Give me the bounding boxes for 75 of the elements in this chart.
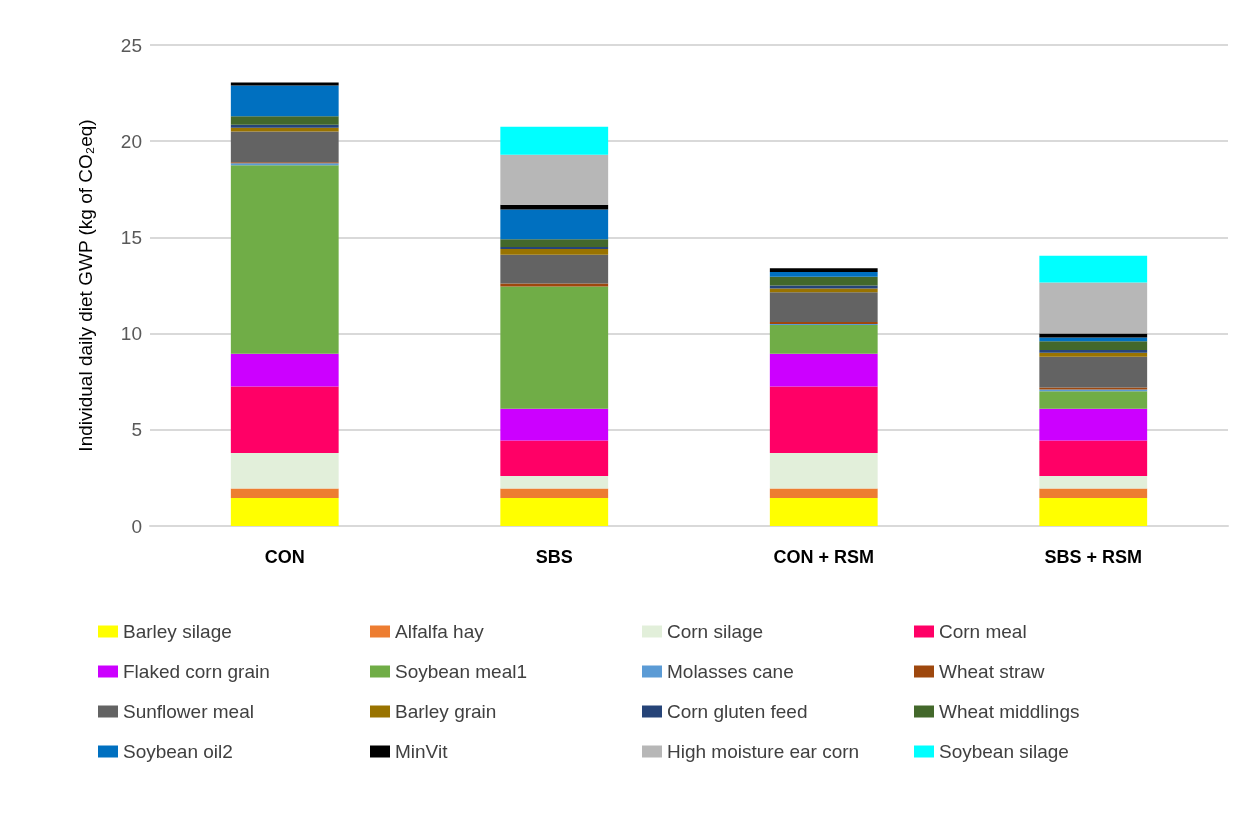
y-tick-label: 20 [120,130,142,152]
legend-label: Wheat straw [939,661,1045,682]
bar [1039,408,1148,441]
bar [500,154,609,205]
bar [1039,255,1148,283]
bar [1039,475,1148,489]
bar [1039,337,1148,342]
bar [500,286,609,409]
bar [230,127,339,132]
legend-label: Barley silage [123,621,232,642]
x-tick-label: CON [264,547,305,567]
legend-label: High moisture ear corn [667,741,860,762]
legend-label: MinVit [395,741,449,762]
bar [500,440,609,476]
y-tick-label: 5 [131,419,142,441]
legend-label: Flaked corn grain [123,661,270,682]
legend-label: Corn meal [939,621,1027,642]
bar [769,452,878,489]
legend-label: Corn silage [667,621,764,642]
x-tick-label: SBS + RSM [1044,547,1143,567]
bar [500,408,609,441]
bar [230,488,339,499]
bar [769,292,878,323]
bar [230,131,339,163]
bar [230,116,339,125]
y-tick-label: 25 [120,34,142,56]
bar [769,353,878,387]
legend-label: Alfalfa hay [395,621,485,642]
bar [500,239,609,248]
x-tick-label: CON + RSM [773,547,875,567]
bar [500,488,609,499]
bar [230,165,339,354]
bar [1039,440,1148,476]
bar [230,452,339,489]
bar [1039,282,1148,334]
bar [500,209,609,240]
bar [769,272,878,277]
bar [769,488,878,499]
bar [500,498,609,526]
legend-label: Soybean meal1 [395,661,528,682]
bar [500,248,609,255]
bar [500,254,609,284]
y-axis-title: Individual daily diet GWP (kg of CO₂eq) [75,119,96,452]
bar [500,475,609,489]
y-tick-label: 15 [120,226,142,248]
bar [230,386,339,453]
bar [1039,341,1148,350]
bar [769,324,878,354]
bar [769,288,878,293]
bar [1039,349,1148,353]
legend-label: Molasses cane [667,661,794,682]
bar [500,126,609,155]
y-tick-label: 0 [131,515,142,537]
legend-label: Sunflower meal [123,701,254,722]
y-tick-label: 10 [120,323,142,345]
bar [230,85,339,117]
legend-label: Barley grain [395,701,497,722]
legend-label: Corn gluten feed [667,701,808,722]
bar [769,386,878,453]
bar [1039,356,1148,388]
bar [230,353,339,387]
bar [1039,498,1148,526]
bar [1039,391,1148,409]
bar [500,204,609,210]
bar [769,276,878,286]
legend-label: Wheat middlings [939,701,1080,722]
bar [769,498,878,526]
bar [1039,352,1148,357]
bar [1039,488,1148,499]
legend-label: Soybean silage [939,741,1069,762]
bar [769,268,878,273]
bar [230,498,339,526]
legend-label: Soybean oil2 [123,741,233,762]
x-tick-label: SBS [535,547,573,567]
bar [230,124,339,128]
